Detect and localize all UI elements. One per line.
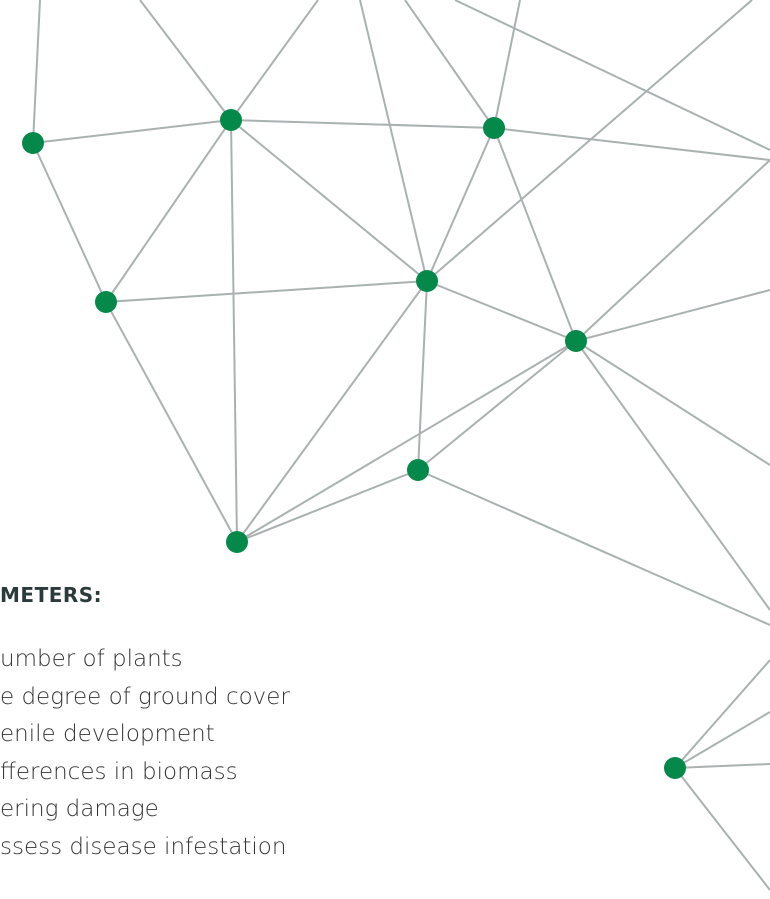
list-item: ssess disease infestation	[0, 834, 287, 860]
list-item: ering damage	[0, 796, 159, 823]
list-item: e degree of ground cover	[0, 683, 290, 710]
list-item: umber of plants	[0, 646, 183, 672]
edges	[32, 0, 770, 891]
heading: METERS:	[0, 583, 103, 607]
nodes	[22, 109, 686, 779]
list-item: fferences in biomass	[0, 758, 238, 785]
list-item: enile development	[0, 721, 215, 748]
